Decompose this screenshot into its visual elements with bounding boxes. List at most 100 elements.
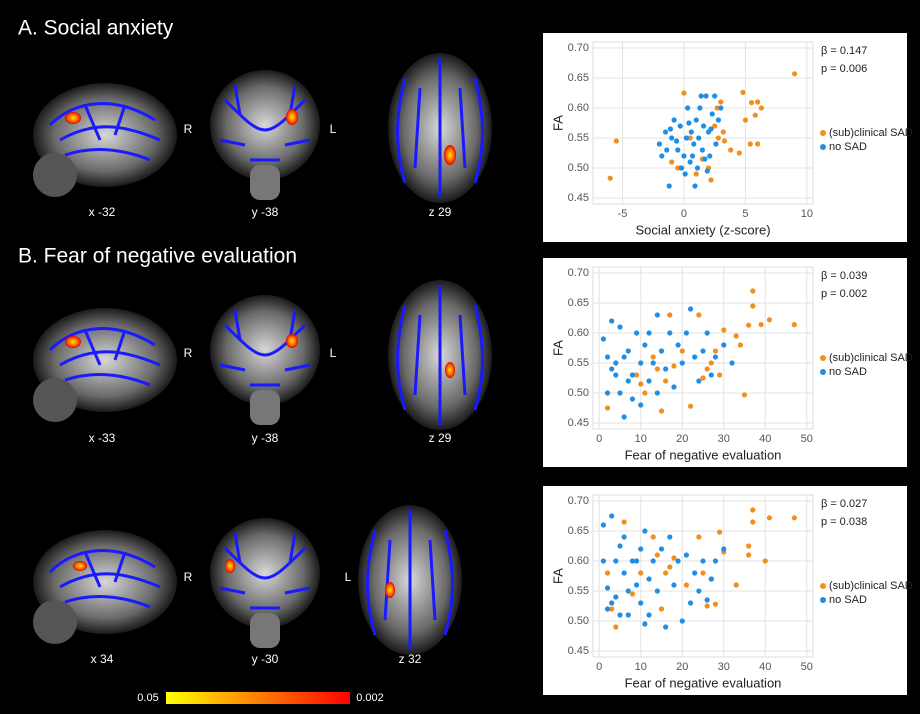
data-point bbox=[694, 117, 699, 122]
data-point bbox=[722, 138, 727, 143]
x-tick-label: 50 bbox=[801, 433, 813, 445]
data-point bbox=[749, 100, 754, 105]
legend-marker bbox=[820, 144, 826, 150]
figure: A. Social anxiety B. Fear of negative ev… bbox=[0, 0, 920, 714]
data-point bbox=[705, 330, 710, 335]
x-tick-label: 0 bbox=[596, 433, 602, 445]
data-point bbox=[792, 515, 797, 520]
legend-marker bbox=[820, 597, 826, 603]
data-point bbox=[750, 288, 755, 293]
data-point bbox=[694, 171, 699, 176]
data-point bbox=[651, 534, 656, 539]
legend-marker bbox=[820, 369, 826, 375]
data-point bbox=[746, 323, 751, 328]
data-point bbox=[713, 354, 718, 359]
data-point bbox=[671, 582, 676, 587]
y-tick-label: 0.55 bbox=[568, 585, 589, 597]
data-point bbox=[634, 558, 639, 563]
data-point bbox=[609, 600, 614, 605]
data-point bbox=[738, 342, 743, 347]
y-tick-label: 0.70 bbox=[568, 267, 589, 279]
slice-label: x -33 bbox=[89, 431, 116, 445]
data-point bbox=[617, 324, 622, 329]
y-tick-label: 0.65 bbox=[568, 72, 589, 84]
data-point bbox=[613, 594, 618, 599]
data-point bbox=[642, 621, 647, 626]
legend-label: no SAD bbox=[829, 366, 867, 378]
y-tick-label: 0.60 bbox=[568, 327, 589, 339]
data-point bbox=[672, 117, 677, 122]
data-point bbox=[767, 317, 772, 322]
slice-label: x -32 bbox=[89, 205, 116, 219]
data-point bbox=[691, 141, 696, 146]
data-point bbox=[721, 129, 726, 134]
data-point bbox=[700, 570, 705, 575]
data-point bbox=[712, 93, 717, 98]
data-point bbox=[729, 360, 734, 365]
data-point bbox=[692, 183, 697, 188]
data-point bbox=[638, 381, 643, 386]
data-point bbox=[608, 176, 613, 181]
data-point bbox=[688, 306, 693, 311]
data-point bbox=[617, 543, 622, 548]
x-tick-label: 10 bbox=[635, 433, 647, 445]
data-point bbox=[655, 588, 660, 593]
data-point bbox=[671, 363, 676, 368]
data-point bbox=[705, 168, 710, 173]
data-point bbox=[685, 105, 690, 110]
data-point bbox=[674, 138, 679, 143]
data-point bbox=[681, 90, 686, 95]
data-point bbox=[742, 392, 747, 397]
x-tick-label: 30 bbox=[718, 433, 730, 445]
data-point bbox=[697, 105, 702, 110]
data-point bbox=[669, 135, 674, 140]
data-point bbox=[696, 588, 701, 593]
data-point bbox=[709, 372, 714, 377]
legend-marker bbox=[820, 130, 826, 136]
data-point bbox=[638, 402, 643, 407]
data-point bbox=[634, 330, 639, 335]
data-point bbox=[626, 588, 631, 593]
data-point bbox=[609, 366, 614, 371]
data-point bbox=[750, 303, 755, 308]
colorbar bbox=[166, 692, 350, 704]
data-point bbox=[659, 606, 664, 611]
data-point bbox=[708, 177, 713, 182]
data-point bbox=[663, 378, 668, 383]
data-point bbox=[630, 396, 635, 401]
data-point bbox=[638, 600, 643, 605]
data-point bbox=[613, 360, 618, 365]
x-tick-label: 40 bbox=[759, 433, 771, 445]
x-tick-label: 50 bbox=[801, 661, 813, 673]
data-point bbox=[699, 93, 704, 98]
data-point bbox=[609, 513, 614, 518]
legend-label: (sub)clinical SAD bbox=[829, 580, 913, 592]
data-point bbox=[601, 558, 606, 563]
data-point bbox=[721, 342, 726, 347]
x-tick-label: 40 bbox=[759, 661, 771, 673]
plot-area bbox=[593, 495, 813, 657]
data-point bbox=[767, 515, 772, 520]
data-point bbox=[605, 606, 610, 611]
data-point bbox=[657, 141, 662, 146]
data-point bbox=[659, 348, 664, 353]
data-point bbox=[646, 330, 651, 335]
data-point bbox=[734, 582, 739, 587]
data-point bbox=[613, 624, 618, 629]
y-axis-title: FA bbox=[550, 568, 565, 584]
data-point bbox=[701, 123, 706, 128]
x-tick-label: 10 bbox=[635, 661, 647, 673]
data-point bbox=[792, 322, 797, 327]
data-point bbox=[680, 618, 685, 623]
data-point bbox=[646, 576, 651, 581]
data-point bbox=[655, 390, 660, 395]
data-point bbox=[626, 612, 631, 617]
data-point bbox=[638, 546, 643, 551]
data-point bbox=[700, 147, 705, 152]
data-point bbox=[664, 147, 669, 152]
data-point bbox=[667, 183, 672, 188]
data-point bbox=[763, 558, 768, 563]
data-point bbox=[655, 552, 660, 557]
data-point bbox=[690, 153, 695, 158]
